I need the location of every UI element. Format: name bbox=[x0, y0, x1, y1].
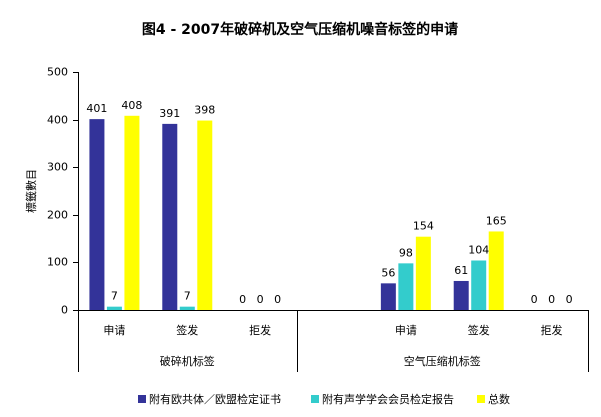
x-tick-label: 申请 bbox=[103, 324, 125, 337]
x-tick-label: 拒发 bbox=[249, 323, 271, 337]
data-label: 0 bbox=[566, 293, 573, 306]
x-tick-label: 申请 bbox=[395, 324, 417, 337]
legend-label: 附有声学学会会员检定报告 bbox=[322, 392, 454, 406]
data-label: 0 bbox=[257, 293, 264, 306]
bar bbox=[488, 231, 504, 310]
bar bbox=[398, 263, 414, 310]
x-tick-label: 签发 bbox=[468, 323, 490, 337]
data-label: 154 bbox=[413, 220, 434, 233]
data-label: 0 bbox=[274, 293, 281, 306]
legend-swatch bbox=[138, 395, 146, 403]
data-label: 0 bbox=[548, 293, 555, 306]
group-label: 破碎机标签 bbox=[160, 354, 215, 368]
data-label: 61 bbox=[454, 264, 468, 277]
data-label: 165 bbox=[486, 214, 507, 227]
data-label: 56 bbox=[381, 266, 395, 279]
group-label: 空气压缩机标签 bbox=[404, 354, 481, 368]
bar bbox=[197, 120, 213, 310]
bar bbox=[471, 260, 487, 310]
data-label: 398 bbox=[194, 104, 215, 117]
x-tick-label: 签发 bbox=[176, 323, 198, 337]
data-label: 104 bbox=[468, 243, 489, 256]
data-label: 7 bbox=[184, 290, 191, 303]
y-tick-label: 400 bbox=[47, 114, 68, 127]
bar bbox=[162, 123, 178, 310]
data-label: 408 bbox=[121, 99, 142, 112]
data-label: 98 bbox=[399, 246, 413, 259]
data-label: 0 bbox=[531, 293, 538, 306]
data-label: 401 bbox=[86, 102, 107, 115]
legend-swatch bbox=[477, 395, 485, 403]
legend-label: 总数 bbox=[488, 392, 510, 406]
bar bbox=[380, 283, 396, 310]
legend-swatch bbox=[311, 395, 319, 403]
data-label: 7 bbox=[111, 290, 118, 303]
bar bbox=[179, 306, 195, 310]
data-label: 0 bbox=[239, 293, 246, 306]
y-tick-label: 200 bbox=[47, 209, 68, 222]
bar bbox=[415, 236, 431, 310]
y-tick-label: 0 bbox=[61, 304, 68, 317]
bar bbox=[89, 119, 105, 311]
bar bbox=[106, 306, 122, 310]
data-label: 391 bbox=[159, 107, 180, 120]
bar bbox=[124, 115, 140, 311]
bar bbox=[453, 280, 469, 310]
y-tick-label: 100 bbox=[47, 256, 68, 269]
legend-label: 附有欧共体／欧盟检定证书 bbox=[149, 392, 281, 406]
x-tick-label: 拒发 bbox=[541, 323, 563, 337]
chart-title: 图4 - 2007年破碎机及空气压缩机噪音标签的申请 bbox=[142, 21, 458, 38]
y-tick-label: 500 bbox=[47, 66, 68, 79]
y-axis-label: 標籤數目 bbox=[24, 169, 38, 213]
y-tick-label: 300 bbox=[47, 161, 68, 174]
